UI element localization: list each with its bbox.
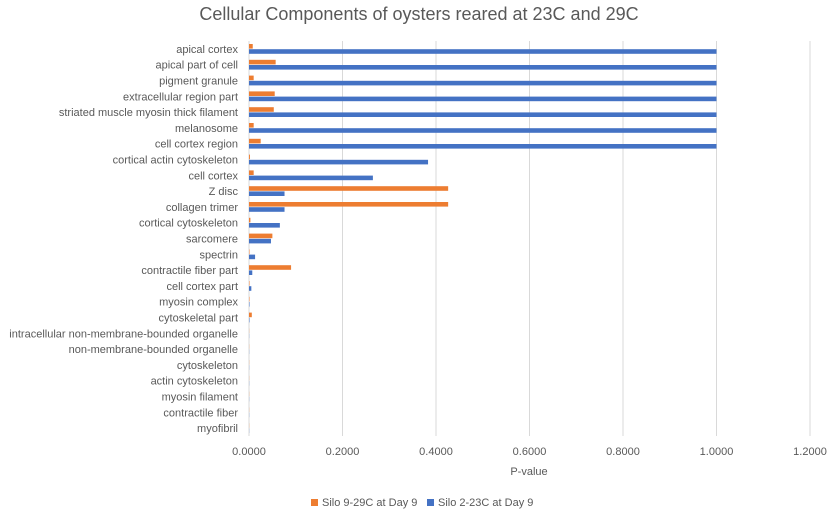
bar-silo-9-29c [249,312,252,318]
bar-silo-9-29c [249,123,254,128]
category-label: pigment granule [159,76,238,88]
bar-silo-2-23c [249,112,717,117]
x-tick-label: 0.2000 [326,446,360,458]
bar-silo-2-23c [249,65,717,70]
bar-silo-2-23c [249,270,253,275]
gridlines [248,41,811,436]
category-label: apical cortex [176,44,238,56]
category-label: striated muscle myosin thick filament [59,107,238,119]
category-label: contractile fiber part [141,265,238,277]
x-tick-label: 0.6000 [513,446,547,458]
bar-silo-2-23c [249,144,717,149]
bar-silo-2-23c [249,238,271,244]
bar-silo-9-29c [249,217,251,223]
bar-silo-2-23c [249,223,280,228]
category-label: contractile fiber [163,407,238,419]
legend-label: Silo 2-23C at Day 9 [438,497,533,509]
bar-silo-9-29c [249,154,250,160]
category-label: myosin complex [159,297,238,309]
category-label: sarcomere [186,234,238,246]
category-label: extracellular region part [123,91,238,103]
category-label: cytoskeleton [177,360,238,372]
bar-silo-9-29c [249,59,276,65]
category-label: myosin filament [162,392,238,404]
x-axis-title: P-value [510,466,547,478]
bar-silo-9-29c [249,265,292,270]
x-axis-ticks: 0.0000 0.2000 0.4000 0.6000 0.8000 1.0000 1.20… [232,446,827,458]
legend: Silo 9-29C at Day 9 Silo 2-23C at Day 9 [311,497,533,509]
bar-silo-9-29c [249,138,261,144]
category-label: collagen trimer [166,202,238,214]
category-label: apical part of cell [155,60,238,72]
legend-swatch [311,499,318,506]
category-label: cell cortex [188,170,238,182]
bar-silo-9-29c [249,91,275,96]
bar-silo-9-29c [249,170,254,175]
category-label: Z disc [209,186,239,198]
category-label: intracellular non-membrane-bounded organ… [9,328,238,340]
bar-silo-9-29c [249,186,449,191]
bar-silo-2-23c [249,254,256,260]
bar-silo-9-29c [249,202,449,207]
x-tick-label: 0.8000 [606,446,640,458]
bar-silo-9-29c [249,44,253,49]
bar-silo-9-29c [249,75,254,81]
category-label: spectrin [199,249,238,261]
category-label: actin cytoskeleton [151,376,238,388]
bar-silo-2-23c [249,175,373,181]
bar-silo-9-29c [249,233,273,239]
category-labels: apical cortex apical part of cell pigment … [9,44,238,435]
category-label: myofibril [197,423,238,435]
bar-silo-2-23c [249,80,717,86]
category-label: non-membrane-bounded organelle [69,344,238,356]
category-label: melanosome [175,123,238,135]
bar-silo-2-23c [249,128,717,133]
category-label: cytoskeletal part [159,313,238,325]
x-tick-label: 1.2000 [793,446,827,458]
legend-swatch [427,499,434,506]
category-label: cortical cytoskeleton [139,218,238,230]
category-label: cortical actin cytoskeleton [113,155,238,167]
bar-silo-2-23c [249,96,717,102]
x-tick-label: 0.4000 [419,446,453,458]
category-label: cell cortex part [166,281,238,293]
bar-silo-2-23c [249,207,285,212]
legend-label: Silo 9-29C at Day 9 [322,497,417,509]
bars [249,44,717,433]
bar-silo-2-23c [249,49,717,54]
bar-silo-2-23c [249,191,285,196]
category-label: cell cortex region [155,139,238,151]
x-tick-label: 0.0000 [232,446,266,458]
bar-silo-9-29c [249,107,274,112]
x-tick-label: 1.0000 [700,446,734,458]
bar-silo-2-23c [249,286,252,291]
bar-silo-2-23c [249,159,429,165]
chart-title: Cellular Components of oysters reared at… [199,4,638,24]
